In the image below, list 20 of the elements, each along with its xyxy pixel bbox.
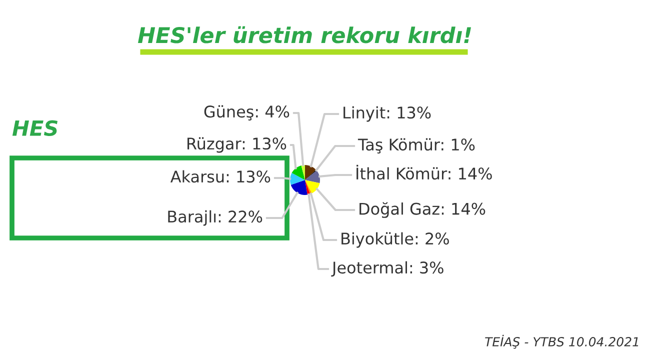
pie-slice bbox=[305, 180, 320, 194]
text: TEİAŞ - YTBS 10.04.2021 bbox=[485, 334, 638, 349]
slice-label: İthal Kömür: 14% bbox=[356, 164, 492, 180]
slice-label: Doğal Gaz: 14% bbox=[360, 202, 486, 218]
pie-slice bbox=[292, 165, 305, 180]
slice-label: Taş Kömür: 1% bbox=[358, 138, 475, 154]
pie-slice bbox=[290, 172, 305, 185]
slice-label: Barajlı: 22% bbox=[168, 210, 262, 226]
pie-slice bbox=[305, 170, 320, 184]
slice-label: Jeotermal: 3% bbox=[331, 261, 444, 277]
pie-slice bbox=[305, 165, 316, 180]
chart-title: HES'ler üretim rekoru kırdı! bbox=[138, 26, 471, 44]
pie-slice bbox=[301, 165, 305, 180]
slice-label: Akarsu: 13% bbox=[170, 170, 270, 183]
pie-slice bbox=[290, 180, 308, 195]
slice-label: Linyit: 13% bbox=[344, 106, 431, 122]
text: HES bbox=[12, 120, 58, 136]
slice-label: Biyokütle: 2% bbox=[342, 232, 449, 248]
slice-label: Güneş: 4% bbox=[204, 105, 290, 120]
slice-label: Rüzgar: 13% bbox=[188, 137, 286, 153]
